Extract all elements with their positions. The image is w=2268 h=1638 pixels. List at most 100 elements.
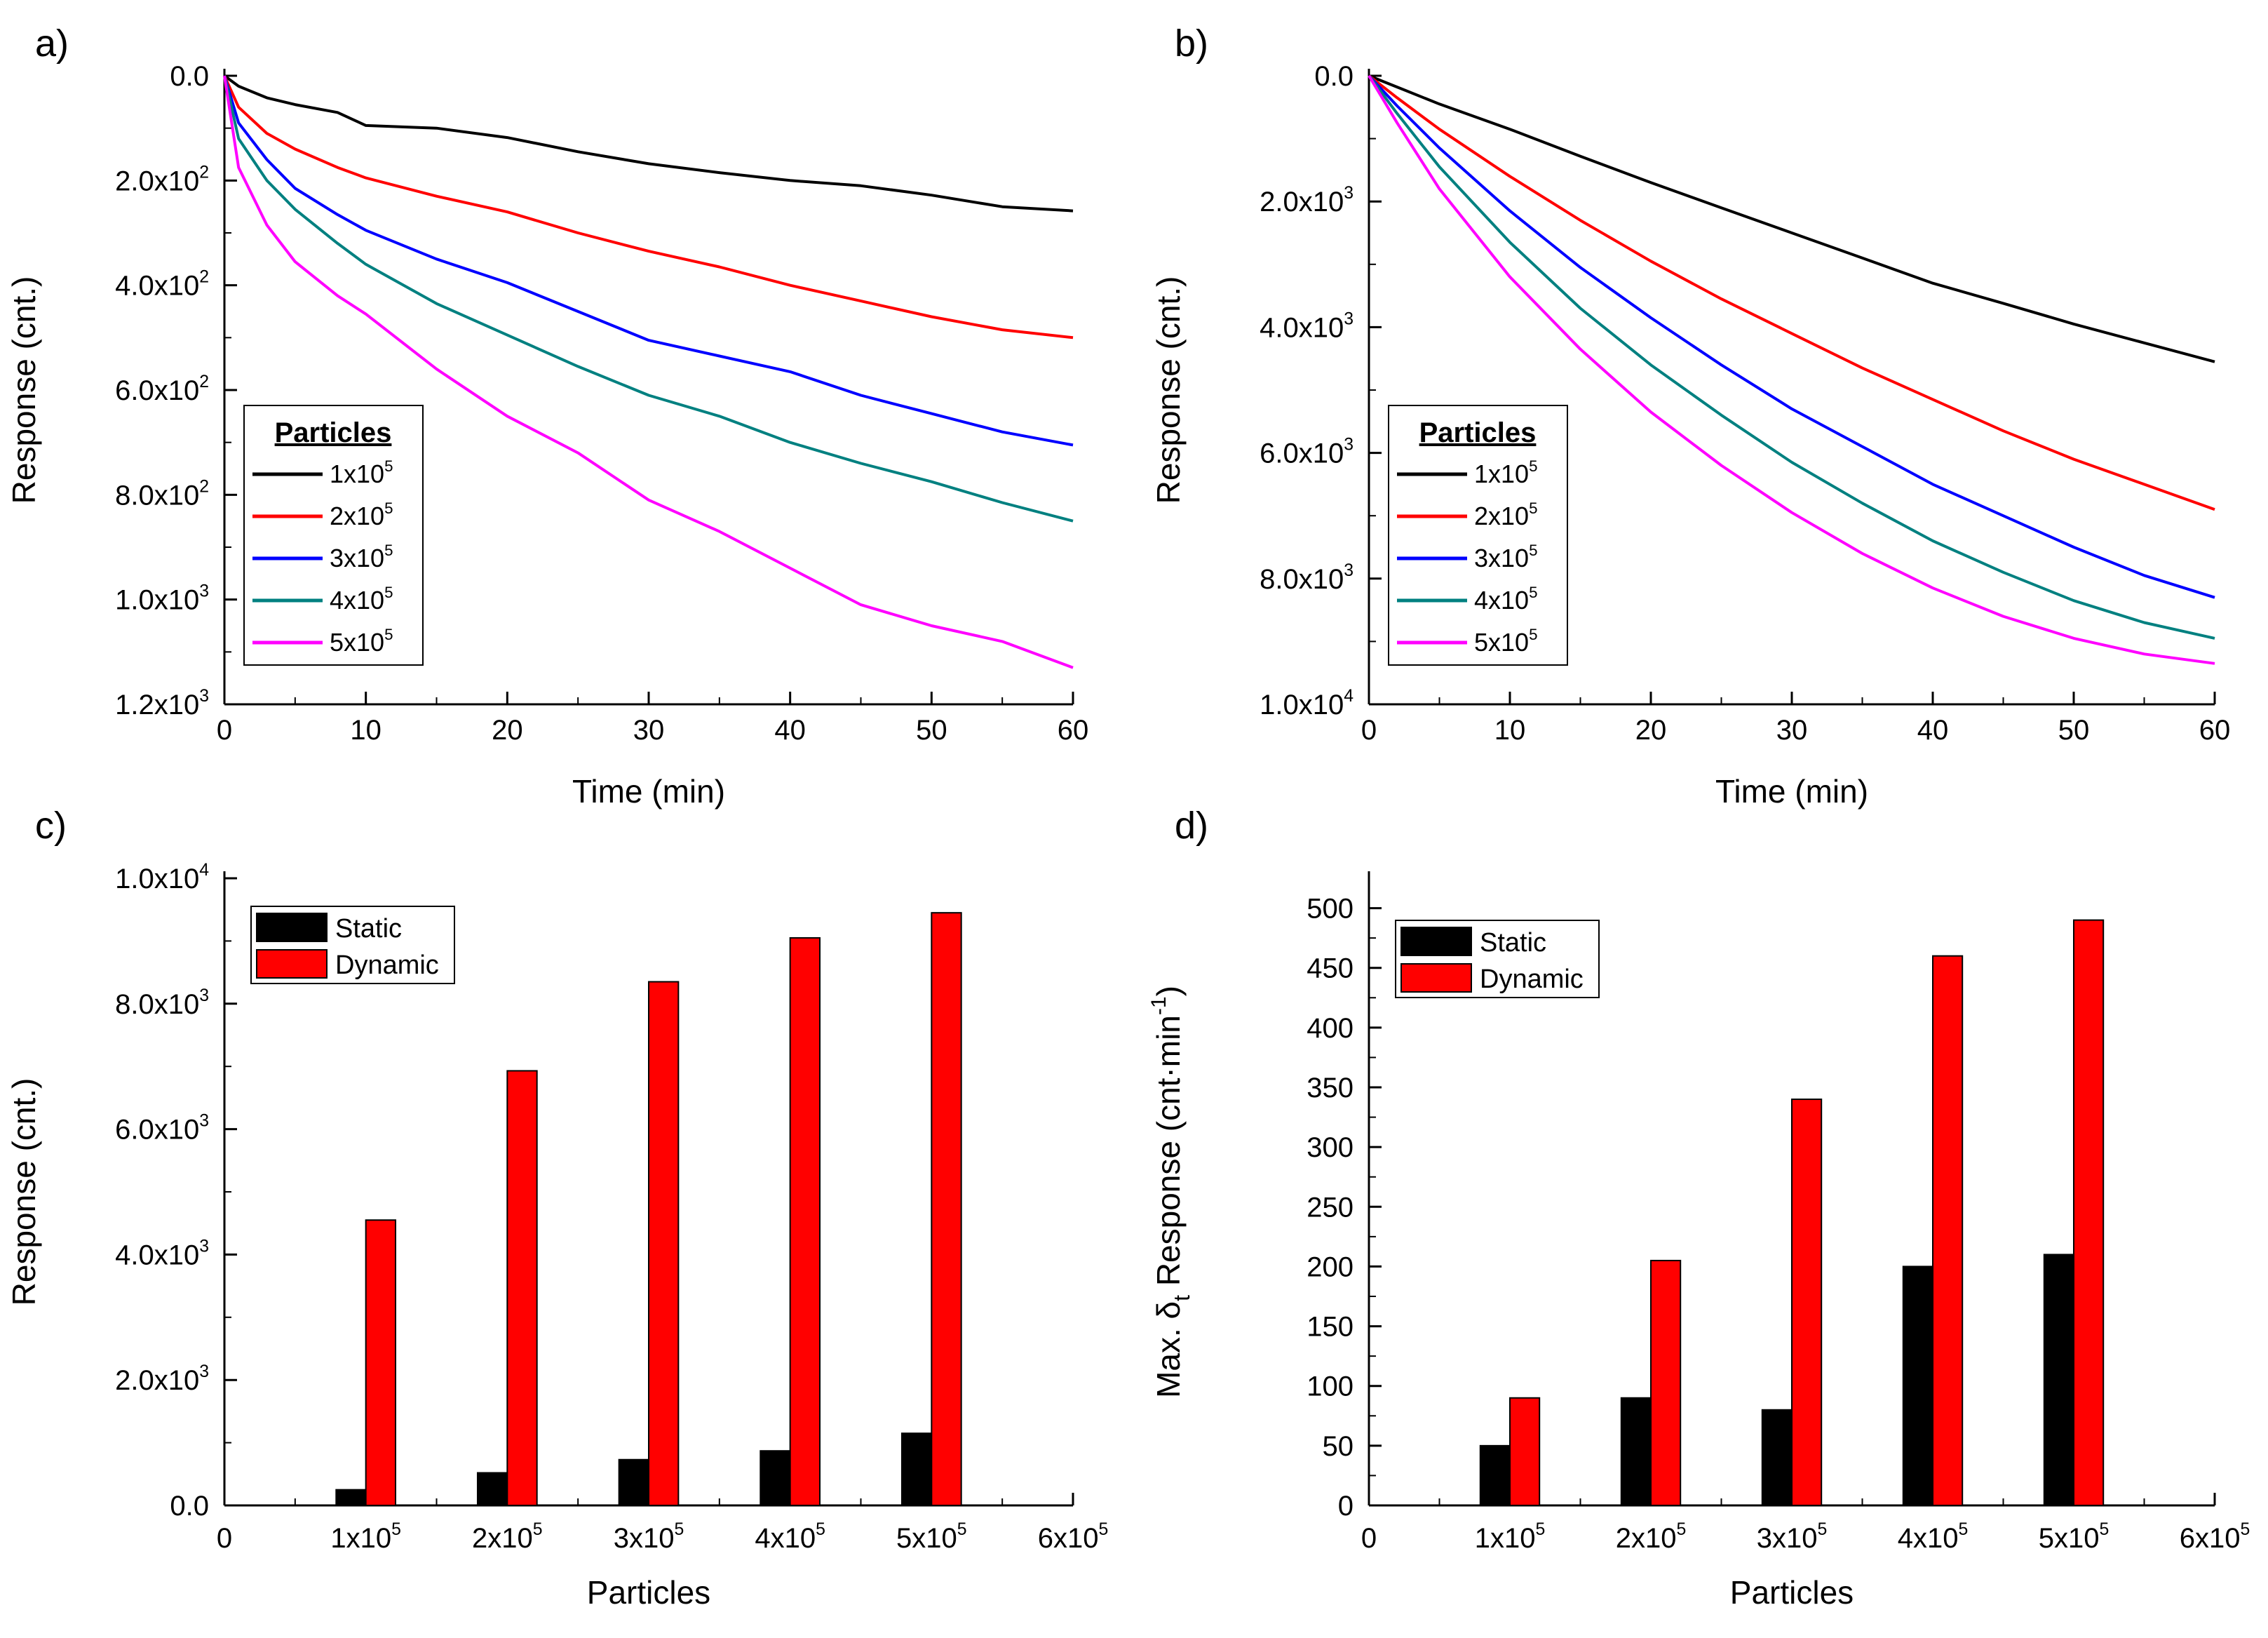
bar xyxy=(2043,1254,2075,1507)
y-tick-label: 200 xyxy=(1307,1251,1354,1282)
y-tick-label: 0.0 xyxy=(1314,61,1354,92)
bar xyxy=(335,1489,367,1506)
bar xyxy=(365,1219,397,1506)
legend-label: 4x105 xyxy=(330,584,393,615)
series-line xyxy=(223,75,1074,669)
y-tick-label: 1.0x104 xyxy=(115,861,209,894)
y-tick-label: 6.0x103 xyxy=(115,1112,209,1146)
legend-box xyxy=(243,405,424,666)
x-axis-title: Particles xyxy=(587,1574,710,1611)
bar xyxy=(931,912,962,1507)
x-tick-label: 0 xyxy=(1361,715,1377,746)
bar xyxy=(506,1070,538,1506)
x-tick-label: 3x105 xyxy=(614,1520,684,1554)
x-tick-label: 3x105 xyxy=(1757,1520,1828,1554)
x-tick-label: 10 xyxy=(1494,715,1526,746)
panel-d: d) 0 50 100 150 200 250 300 350 400 450 500 0 1x105 2… xyxy=(1147,805,2250,1611)
legend-label: Dynamic xyxy=(335,951,439,980)
bar xyxy=(1932,955,1964,1506)
x-tick-label: 60 xyxy=(2199,715,2231,746)
y-tick-label: 350 xyxy=(1307,1073,1354,1103)
x-tick-label: 2x105 xyxy=(472,1520,543,1554)
x-tick-label: 0 xyxy=(217,1523,232,1554)
legend-label: 5x105 xyxy=(1474,626,1538,657)
y-axis-title: Response (cnt.) xyxy=(6,1078,42,1306)
legend-swatch xyxy=(256,949,328,979)
x-tick-label: 5x105 xyxy=(896,1520,967,1554)
x-tick-label: 2x105 xyxy=(1616,1520,1687,1554)
bar xyxy=(1902,1266,1934,1507)
y-tick-label: 4.0x103 xyxy=(1260,309,1354,343)
y-tick-label: 0 xyxy=(1338,1491,1354,1522)
y-tick-label: 6.0x102 xyxy=(115,372,209,406)
panel-label: d) xyxy=(1175,805,1208,847)
y-tick-label: 400 xyxy=(1307,1013,1354,1044)
x-axis-title: Particles xyxy=(1730,1574,1854,1611)
bar xyxy=(1650,1259,1682,1507)
panel-b: b) 0.0 2.0x103 4.0x103 6.0x103 8.0x103 1.0x10… xyxy=(1150,22,2230,810)
legend-swatch xyxy=(256,913,328,942)
x-tick-label: 30 xyxy=(633,715,665,746)
bar xyxy=(1761,1409,1793,1507)
series-line xyxy=(223,75,1074,340)
y-tick-label: 1.0x104 xyxy=(1260,687,1354,720)
legend-label: 3x105 xyxy=(330,542,393,572)
y-tick-label: 8.0x103 xyxy=(115,986,209,1020)
series-line xyxy=(1368,74,2215,363)
bar xyxy=(1509,1397,1541,1506)
panel-label: a) xyxy=(35,22,69,65)
x-tick-label: 4x105 xyxy=(1898,1520,1969,1554)
y-tick-label: 50 xyxy=(1323,1431,1354,1462)
panel-label: b) xyxy=(1175,22,1208,65)
x-tick-label: 1x105 xyxy=(1475,1520,1546,1554)
legend-label: Static xyxy=(1480,928,1546,958)
x-tick-label: 40 xyxy=(774,715,806,746)
y-tick-label: 450 xyxy=(1307,953,1354,984)
x-tick-label: 20 xyxy=(1635,715,1667,746)
y-tick-label: 1.0x103 xyxy=(115,582,209,616)
y-axis-title: Response (cnt.) xyxy=(1150,276,1187,504)
legend-swatch xyxy=(1400,927,1472,956)
legend-label: 2x105 xyxy=(1474,499,1538,530)
y-tick-label: 250 xyxy=(1307,1192,1354,1223)
y-tick-label: 4.0x103 xyxy=(115,1237,209,1270)
y-tick-label: 0.0 xyxy=(170,61,209,92)
legend-label: 3x105 xyxy=(1474,542,1538,572)
y-tick-label: 0.0 xyxy=(170,1491,209,1522)
y-axis-title: Response (cnt.) xyxy=(6,276,42,504)
x-tick-label: 4x105 xyxy=(755,1520,825,1554)
legend-label: 1x105 xyxy=(1474,457,1538,488)
y-tick-label: 2.0x102 xyxy=(115,163,209,196)
y-tick-label: 6.0x103 xyxy=(1260,436,1354,469)
y-tick-label: 8.0x103 xyxy=(1260,561,1354,595)
legend-label: Dynamic xyxy=(1480,965,1584,994)
y-tick-label: 150 xyxy=(1307,1312,1354,1343)
x-tick-label: 20 xyxy=(492,715,523,746)
bar xyxy=(1620,1397,1652,1506)
panel-label: c) xyxy=(35,805,67,847)
x-tick-label: 6x105 xyxy=(1038,1520,1109,1554)
y-tick-label: 100 xyxy=(1307,1371,1354,1402)
bar xyxy=(1479,1444,1511,1507)
x-tick-label: 1x105 xyxy=(330,1520,401,1554)
bar xyxy=(648,981,680,1506)
series-line xyxy=(223,75,1074,523)
series-line xyxy=(223,75,1074,447)
x-tick-label: 40 xyxy=(1917,715,1949,746)
legend-box xyxy=(1388,405,1568,666)
bar xyxy=(1791,1099,1823,1506)
legend-label: 1x105 xyxy=(330,457,393,488)
legend-title: Particles xyxy=(1419,417,1537,448)
bar xyxy=(2073,919,2105,1506)
y-tick-label: 4.0x102 xyxy=(115,268,209,302)
x-tick-label: 6x105 xyxy=(2180,1520,2250,1554)
series-line xyxy=(1368,74,2215,599)
series-line xyxy=(223,74,1074,213)
y-axis-title: Max. δt Response (cnt·min-1) xyxy=(1147,986,1194,1398)
panel-a: a) 0.0 2.0x102 4.0x102 6.0x102 8.0x102 1.0x10… xyxy=(6,22,1088,810)
legend-title: Particles xyxy=(275,417,392,448)
y-tick-label: 2.0x103 xyxy=(1260,184,1354,217)
x-tick-label: 50 xyxy=(916,715,947,746)
x-axis-title: Time (min) xyxy=(572,773,725,810)
